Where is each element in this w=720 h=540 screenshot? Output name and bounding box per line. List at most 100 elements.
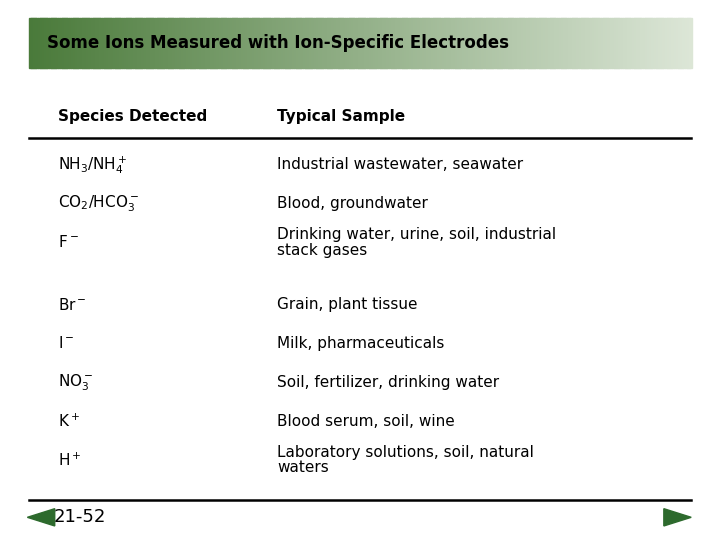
Bar xyxy=(570,18,572,68)
Bar xyxy=(408,18,412,68)
Bar xyxy=(362,18,365,68)
Bar xyxy=(243,18,246,68)
Bar xyxy=(186,18,189,68)
Bar xyxy=(519,18,522,68)
Bar xyxy=(283,18,286,68)
Bar xyxy=(170,18,173,68)
Bar xyxy=(550,18,553,68)
Bar xyxy=(581,18,584,68)
Bar xyxy=(256,18,259,68)
Bar xyxy=(93,18,96,68)
Bar xyxy=(532,18,535,68)
Text: Drinking water, urine, soil, industrial: Drinking water, urine, soil, industrial xyxy=(277,227,557,242)
Bar xyxy=(404,18,407,68)
Text: CO$_2$/HCO$_3^-$: CO$_2$/HCO$_3^-$ xyxy=(58,193,139,214)
Bar xyxy=(592,18,595,68)
Text: Laboratory solutions, soil, natural: Laboratory solutions, soil, natural xyxy=(277,445,534,460)
Bar xyxy=(128,18,131,68)
Bar xyxy=(281,18,284,68)
Bar xyxy=(217,18,220,68)
Bar xyxy=(360,18,363,68)
Bar xyxy=(508,18,511,68)
Bar xyxy=(598,18,601,68)
Bar xyxy=(104,18,107,68)
Bar xyxy=(565,18,568,68)
Bar xyxy=(228,18,230,68)
Bar xyxy=(333,18,336,68)
Bar xyxy=(356,18,359,68)
Bar xyxy=(194,18,197,68)
Bar xyxy=(687,18,690,68)
Bar xyxy=(261,18,264,68)
Bar xyxy=(205,18,208,68)
Bar xyxy=(393,18,396,68)
Bar xyxy=(329,18,332,68)
Bar xyxy=(31,18,34,68)
Bar xyxy=(596,18,599,68)
Bar xyxy=(302,18,305,68)
Bar xyxy=(614,18,617,68)
Bar xyxy=(354,18,356,68)
Bar xyxy=(285,18,288,68)
Bar xyxy=(378,18,381,68)
Bar xyxy=(477,18,480,68)
Bar xyxy=(271,18,274,68)
Bar xyxy=(225,18,228,68)
Bar xyxy=(495,18,498,68)
Bar xyxy=(515,18,518,68)
Bar xyxy=(387,18,390,68)
Bar xyxy=(561,18,564,68)
Bar xyxy=(252,18,255,68)
Bar xyxy=(683,18,685,68)
Bar xyxy=(325,18,328,68)
Bar xyxy=(267,18,270,68)
Bar xyxy=(221,18,224,68)
Bar xyxy=(488,18,491,68)
Bar xyxy=(631,18,634,68)
Bar xyxy=(307,18,310,68)
Bar xyxy=(428,18,431,68)
Bar xyxy=(40,18,42,68)
Bar xyxy=(449,18,451,68)
Bar xyxy=(546,18,549,68)
Bar xyxy=(557,18,559,68)
Bar xyxy=(246,18,248,68)
Bar xyxy=(294,18,297,68)
Text: 21-52: 21-52 xyxy=(54,508,107,526)
Bar xyxy=(490,18,493,68)
Bar xyxy=(634,18,636,68)
Bar xyxy=(627,18,630,68)
Text: NO$_3^-$: NO$_3^-$ xyxy=(58,372,93,393)
Bar xyxy=(148,18,151,68)
Bar xyxy=(415,18,418,68)
Bar xyxy=(137,18,140,68)
Bar xyxy=(625,18,628,68)
Bar xyxy=(338,18,341,68)
Bar xyxy=(33,18,36,68)
Bar xyxy=(97,18,100,68)
Bar xyxy=(382,18,385,68)
Bar xyxy=(201,18,204,68)
Bar xyxy=(420,18,423,68)
Bar xyxy=(265,18,268,68)
Bar xyxy=(680,18,683,68)
Bar xyxy=(605,18,608,68)
Bar xyxy=(574,18,577,68)
Bar xyxy=(441,18,445,68)
Bar xyxy=(563,18,566,68)
Bar xyxy=(480,18,482,68)
Bar xyxy=(84,18,87,68)
Bar xyxy=(418,18,420,68)
Bar xyxy=(588,18,590,68)
Bar xyxy=(73,18,76,68)
Bar xyxy=(413,18,416,68)
Bar xyxy=(117,18,120,68)
Bar xyxy=(400,18,402,68)
Bar xyxy=(466,18,469,68)
Bar xyxy=(122,18,125,68)
Bar xyxy=(192,18,195,68)
Bar xyxy=(318,18,321,68)
Bar xyxy=(135,18,138,68)
Bar xyxy=(669,18,672,68)
Bar xyxy=(219,18,222,68)
